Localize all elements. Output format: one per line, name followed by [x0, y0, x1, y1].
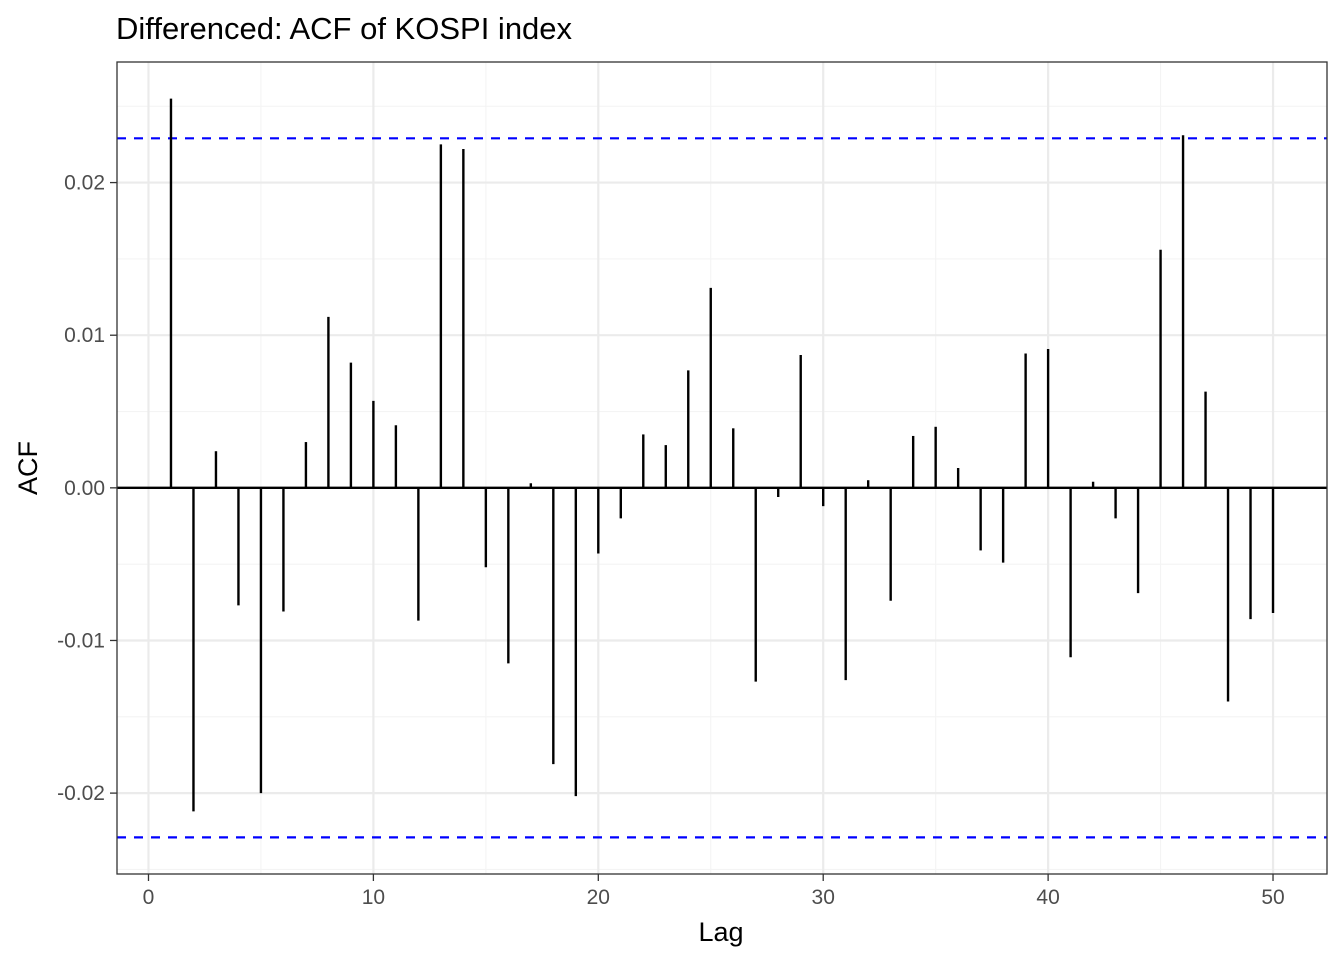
y-tick-label: -0.01 — [57, 629, 105, 652]
x-tick-label: 40 — [1036, 886, 1059, 909]
y-axis-ticks: -0.02 -0.01 0.00 0.01 0.02 — [57, 172, 117, 805]
x-tick-label: 30 — [812, 886, 835, 909]
x-tick-label: 20 — [587, 886, 610, 909]
y-tick-label: -0.02 — [57, 782, 105, 805]
x-tick-label: 10 — [362, 886, 385, 909]
y-tick-label: 0.00 — [64, 477, 105, 500]
chart-title: Differenced: ACF of KOSPI index — [116, 11, 573, 46]
y-axis-title: ACF — [13, 441, 43, 495]
acf-bars — [169, 98, 1275, 812]
panel-border — [116, 61, 1328, 875]
y-tick-label: 0.01 — [64, 324, 105, 347]
x-tick-label: 0 — [143, 886, 155, 909]
x-tick-label: 50 — [1261, 886, 1284, 909]
x-axis-title: Lag — [698, 917, 743, 947]
y-tick-label: 0.02 — [64, 172, 105, 195]
x-axis-ticks: 0 10 20 30 40 50 — [143, 874, 1285, 909]
grid-minor — [117, 62, 1327, 874]
confidence-lines — [117, 137, 1327, 839]
grid-major — [117, 62, 1327, 874]
